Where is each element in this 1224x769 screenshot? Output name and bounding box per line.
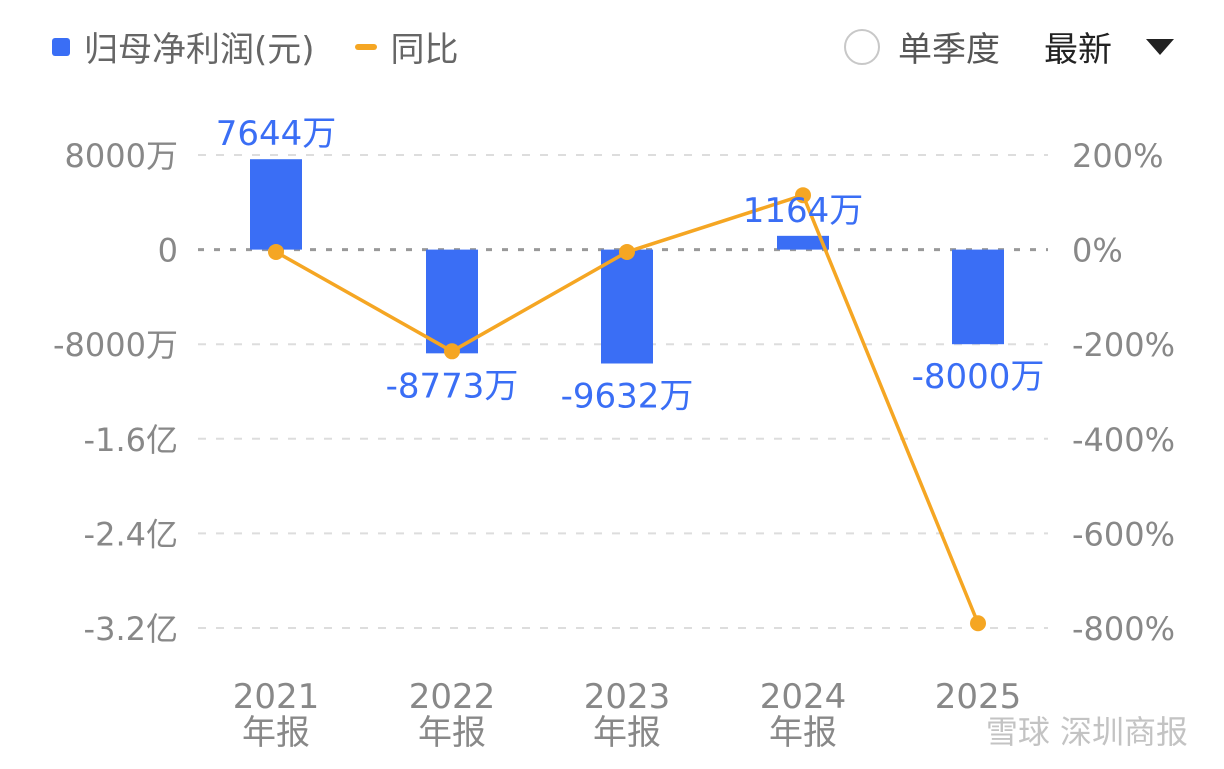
y-right-tick-label: -200% — [1072, 326, 1175, 364]
bar — [601, 249, 653, 364]
line-point — [268, 243, 284, 260]
x-tick-label: 2025 — [935, 677, 1022, 717]
x-tick-label: 年报 — [769, 713, 837, 753]
line-point — [619, 243, 635, 260]
y-right-tick-label: 0% — [1072, 232, 1123, 270]
bar-data-label: 7644万 — [216, 114, 337, 154]
line-point — [795, 187, 811, 204]
legend-bar-label: 归母净利润(元) — [84, 30, 315, 70]
line-point — [970, 615, 986, 632]
legend: 归母净利润(元) 同比 — [52, 22, 459, 71]
legend-bar-swatch — [52, 37, 70, 56]
legend-line-label: 同比 — [390, 30, 459, 70]
line-point — [444, 343, 460, 360]
x-tick-label: 年报 — [418, 713, 486, 753]
bar — [426, 249, 478, 354]
y-left-tick-label: -8000万 — [53, 326, 178, 364]
x-tick-label: 2024 — [760, 677, 847, 717]
y-right-tick-label: -800% — [1072, 610, 1175, 648]
controls: 单季度 最新 — [844, 22, 1174, 71]
legend-line-swatch — [354, 43, 377, 50]
chevron-down-icon[interactable] — [1146, 38, 1174, 55]
bar-data-label: -8000万 — [912, 357, 1045, 397]
x-tick-label: 年报 — [242, 713, 310, 753]
y-right-tick-label: -400% — [1072, 421, 1175, 459]
y-left-tick-label: -1.6亿 — [84, 421, 178, 459]
y-left-tick-label: 0 — [158, 232, 178, 270]
watermark: 雪球 深圳商报 — [985, 713, 1188, 751]
quarter-radio-icon[interactable] — [844, 28, 880, 65]
x-tick-label: 2023 — [584, 677, 671, 717]
x-tick-label: 2022 — [409, 677, 496, 717]
bar-data-label: -9632万 — [561, 376, 694, 416]
y-left-tick-label: 8000万 — [65, 137, 178, 175]
y-right-tick-label: -600% — [1072, 515, 1175, 553]
bar — [952, 249, 1004, 345]
bar — [250, 159, 302, 250]
quarter-toggle-label[interactable]: 单季度 — [898, 30, 1000, 70]
bar — [777, 235, 829, 250]
bar-data-label: 1164万 — [743, 191, 864, 231]
x-tick-label: 2021 — [233, 677, 320, 717]
y-right-tick-label: 200% — [1072, 137, 1163, 175]
y-left-tick-label: -2.4亿 — [84, 515, 178, 553]
y-left-tick-label: -3.2亿 — [84, 610, 178, 648]
x-tick-label: 年报 — [593, 713, 661, 753]
period-dropdown-label[interactable]: 最新 — [1044, 30, 1112, 70]
bar-data-label: -8773万 — [386, 366, 519, 406]
